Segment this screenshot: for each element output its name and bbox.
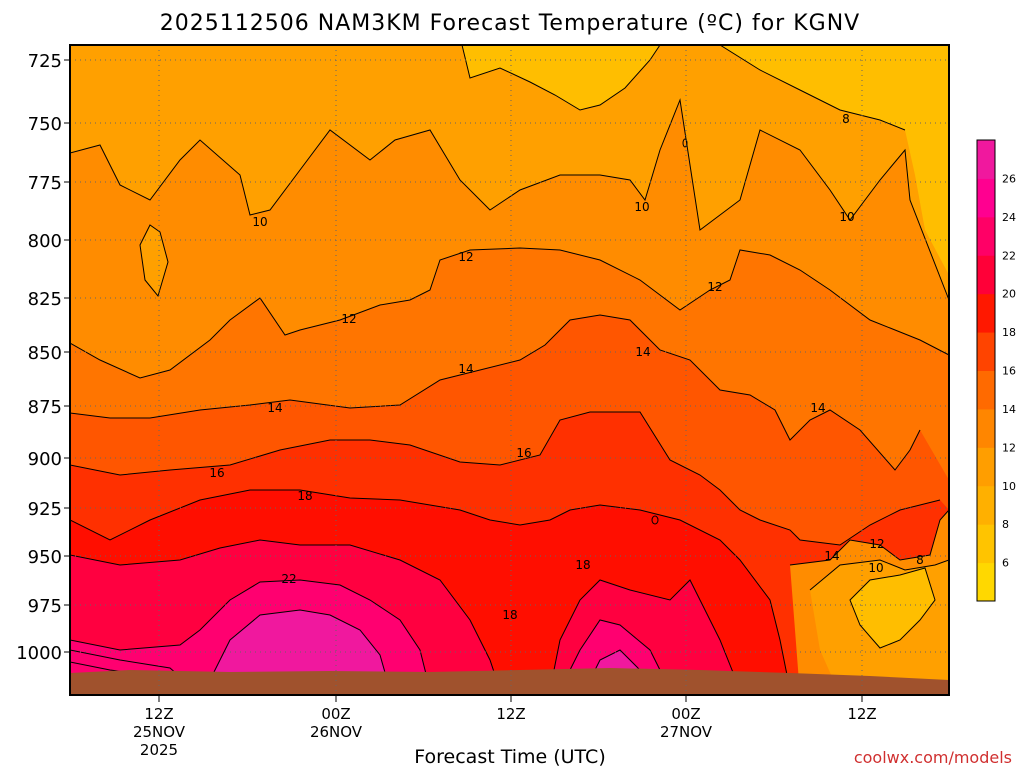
x-tick-label: 00Z (321, 705, 350, 723)
colorbar-swatch (977, 178, 995, 218)
colorbar-label: 22 (1002, 249, 1016, 262)
y-tick-label: 950 (28, 547, 62, 568)
ground-surface (70, 668, 949, 695)
colorbar-label: 8 (1002, 518, 1009, 531)
contour-label: 18 (297, 489, 312, 503)
contour-label: 14 (458, 362, 473, 376)
band-8 (462, 45, 660, 110)
temperature-field: 10 10 10 8 12 12 12 14 14 14 14 14 16 16 18 18 18 22 12 10 8 (70, 45, 949, 695)
contour-label: 8 (842, 112, 850, 126)
contour-label: 10 (839, 210, 854, 224)
contour-label: 14 (810, 401, 825, 415)
y-axis: 725 750 775 800 825 850 875 900 925 950 975 1000 (16, 51, 70, 664)
y-tick-label: 825 (28, 289, 62, 310)
colorbar-swatch (977, 485, 995, 525)
colorbar-label: 26 (1002, 172, 1016, 185)
x-tick-label: 25NOV (133, 723, 186, 741)
x-tick-label: 2025 (140, 741, 178, 759)
colorbar-label: 14 (1002, 403, 1016, 416)
colorbar-swatch (977, 140, 995, 179)
colorbar-swatch (977, 216, 995, 256)
pocket-cell (140, 225, 168, 296)
y-tick-label: 750 (28, 114, 62, 135)
contour-label: 12 (707, 280, 722, 294)
colorbar-label: 20 (1002, 288, 1016, 301)
contour-label: 22 (281, 572, 296, 586)
credit-text: coolwx.com/models (854, 748, 1012, 767)
band-26 (205, 610, 650, 690)
y-tick-label: 850 (28, 343, 62, 364)
x-tick-label: 12Z (144, 705, 173, 723)
y-tick-label: 900 (28, 449, 62, 470)
contour-label: 12 (869, 537, 884, 551)
y-tick-label: 975 (28, 596, 62, 617)
colorbar-swatch (977, 332, 995, 371)
colorbar-label: 16 (1002, 365, 1016, 378)
x-tick-label: 12Z (496, 705, 525, 723)
x-axis-label: Forecast Time (UTC) (414, 746, 605, 768)
colorbar-label: 6 (1002, 557, 1009, 570)
colorbar-frame (976, 139, 996, 602)
colorbar-label: 24 (1002, 211, 1016, 224)
contour-labels: 10 10 10 8 12 12 12 14 14 14 14 14 16 16 18 18 18 22 12 10 8 (209, 112, 923, 622)
colorbar-swatch (977, 562, 995, 602)
plot-frame (69, 44, 950, 696)
y-tick-label: 1000 (16, 643, 62, 664)
contour-label: 16 (516, 446, 531, 460)
colorbar-swatch (977, 370, 995, 410)
colorbar-label: 18 (1002, 326, 1016, 339)
x-tick-label: 27NOV (660, 723, 713, 741)
x-tick-label: 12Z (847, 705, 876, 723)
contour-label: 12 (341, 312, 356, 326)
y-tick-label: 775 (28, 173, 62, 194)
contour-label: 10 (634, 200, 649, 214)
grid-lines (70, 45, 949, 695)
contour-label: 16 (209, 466, 224, 480)
x-tick-label: 00Z (671, 705, 700, 723)
x-tick-label: 26NOV (310, 723, 363, 741)
contour-label: 18 (502, 608, 517, 622)
cool-pocket-8 (850, 568, 935, 648)
band-8-right (720, 45, 949, 275)
contour-label: 10 (868, 561, 883, 575)
colorbar-swatch (977, 293, 995, 333)
contour-label: 10 (252, 215, 267, 229)
contour-label: 18 (575, 558, 590, 572)
y-tick-label: 800 (28, 231, 62, 252)
contour-label: 14 (267, 401, 282, 415)
colorbar-swatch (977, 408, 995, 448)
contour-label: 8 (916, 553, 924, 567)
colorbar-swatch (977, 524, 995, 564)
contour-label: 14 (824, 549, 839, 563)
chart-title: 2025112506 NAM3KM Forecast Temperature (… (160, 11, 860, 36)
y-tick-label: 725 (28, 51, 62, 72)
y-tick-label: 875 (28, 397, 62, 418)
colorbar-swatch (977, 255, 995, 295)
contour-label: 12 (458, 250, 473, 264)
colorbar-label: 12 (1002, 441, 1016, 454)
colorbar: 6 8 10 12 14 16 18 20 22 24 26 (976, 139, 1016, 602)
colorbar-swatch (977, 447, 995, 487)
contour-label: 14 (635, 345, 650, 359)
colorbar-label: 10 (1002, 480, 1016, 493)
y-tick-label: 925 (28, 499, 62, 520)
